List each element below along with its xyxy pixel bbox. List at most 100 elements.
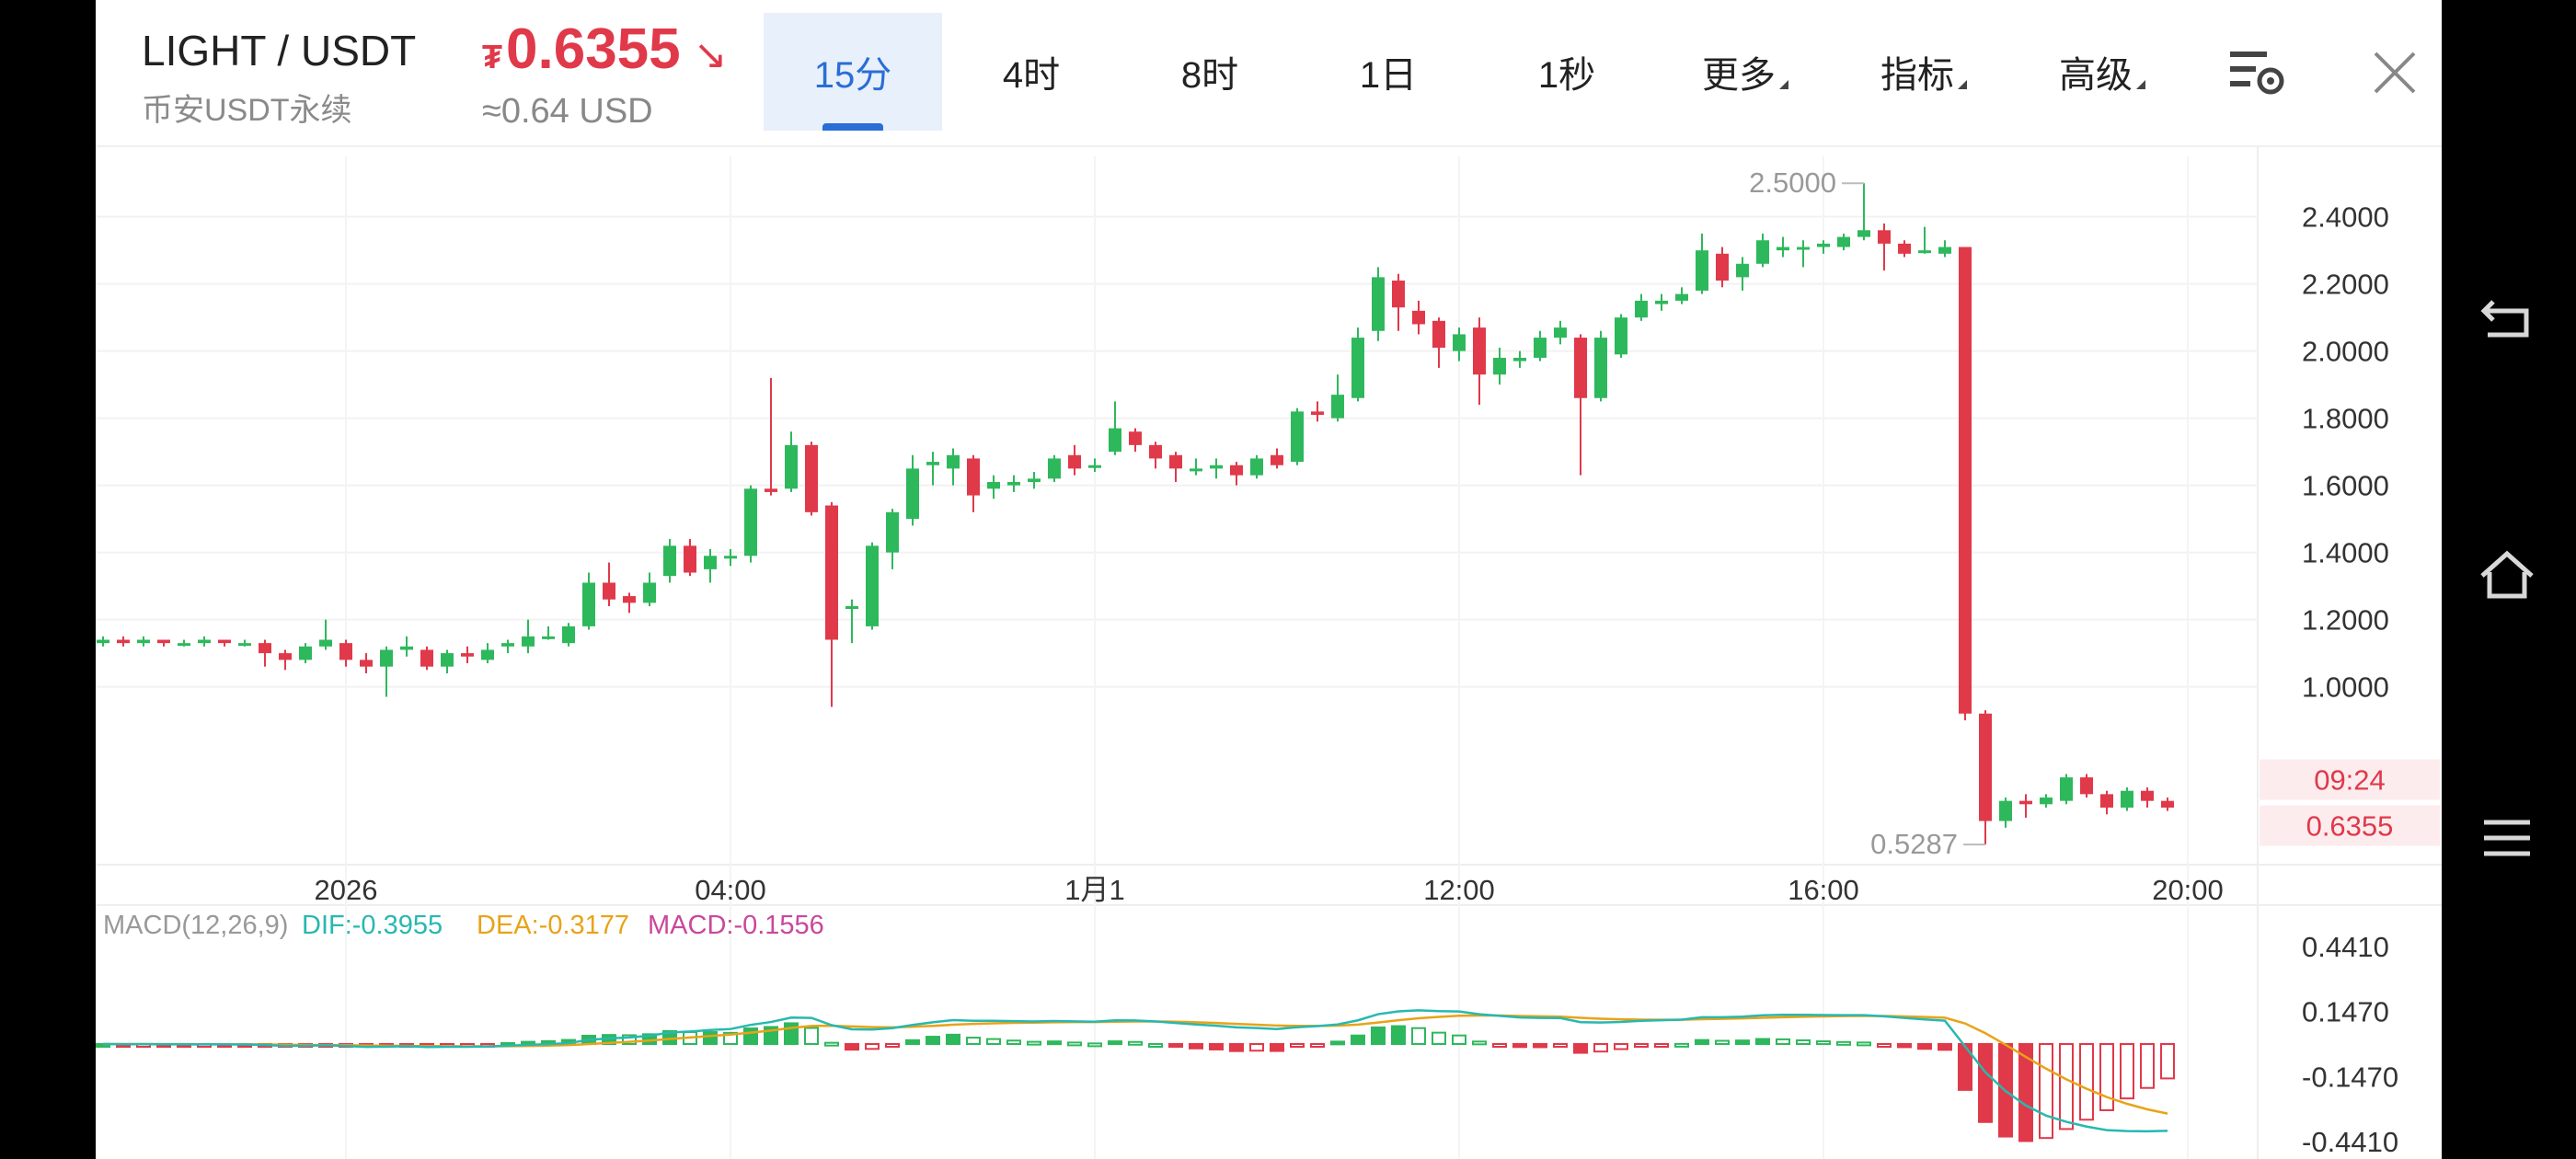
candle-body: [1129, 431, 1142, 445]
macd-bar: [1330, 1040, 1345, 1046]
exchange-name: 币安USDT永续: [142, 93, 352, 128]
candle-body: [441, 653, 454, 667]
grid: [96, 147, 2442, 1159]
approx-usd: ≈0.64 USD: [482, 92, 653, 131]
last-price: ₮0.6355 ↘: [482, 17, 728, 82]
macd-bar: [2099, 1043, 2114, 1111]
candle-body: [481, 649, 494, 660]
candlestick-chart[interactable]: 2.4000 2.2000 2.0000 1.8000 1.6000 1.4000 1.20…: [96, 147, 2442, 1159]
candle-body: [1615, 317, 1627, 355]
candle-body: [562, 625, 575, 644]
menu-icon[interactable]: [2475, 806, 2539, 870]
tab-15m[interactable]: 15分: [764, 13, 942, 131]
macd-bar: [1432, 1031, 1446, 1045]
countdown-tag: [2260, 759, 2440, 800]
candle-body: [1351, 338, 1364, 398]
macd-bar: [1067, 1041, 1082, 1047]
macd-tick: -0.1470: [2302, 1061, 2398, 1093]
candle-body: [1210, 465, 1223, 469]
candle-body: [663, 545, 676, 577]
candle-body: [1493, 357, 1506, 375]
price-tick: 1.4000: [2302, 537, 2389, 569]
candle-body: [1230, 465, 1243, 476]
tab-label: 8时: [1180, 55, 1239, 96]
dif-label: DIF:-0.3955: [302, 911, 443, 940]
dropdown-corner-icon: [2136, 80, 2145, 89]
tab-label: 高级: [2059, 55, 2133, 96]
macd-bar: [2059, 1043, 2074, 1130]
macd-bar: [824, 1041, 839, 1047]
candle-body: [2040, 798, 2053, 805]
candle-body: [1878, 230, 1891, 244]
candle-body: [2141, 790, 2154, 801]
candle-body: [805, 444, 818, 512]
candle-body: [1736, 263, 1749, 278]
macd-bar: [1148, 1042, 1163, 1048]
macd-bar: [1917, 1043, 1932, 1050]
candle-body: [785, 444, 798, 489]
candle-body: [704, 556, 717, 569]
candle-body: [684, 545, 696, 573]
price-tags: 09:24 0.6355: [2260, 759, 2440, 846]
tab-label: 更多: [1702, 55, 1776, 96]
candle-body: [1453, 334, 1466, 351]
extreme-labels: 2.5000 0.5287: [1749, 166, 1985, 860]
candle-body: [360, 660, 373, 667]
candle-body: [238, 643, 251, 647]
tab-advanced[interactable]: 高级: [2013, 13, 2191, 131]
tab-8h[interactable]: 8时: [1121, 13, 1299, 131]
tab-label: 1秒: [1537, 55, 1596, 96]
macd-bar: [1755, 1038, 1770, 1045]
candle-body: [582, 582, 595, 626]
candle-body: [845, 606, 858, 610]
candle-body: [1311, 411, 1324, 415]
back-icon[interactable]: [2475, 285, 2539, 350]
candle-body: [1938, 247, 1951, 254]
candle-body: [1088, 465, 1101, 468]
macd-bar: [1006, 1039, 1021, 1046]
home-icon[interactable]: [2475, 543, 2539, 607]
candle-body: [400, 646, 413, 650]
dropdown-corner-icon: [1958, 80, 1967, 89]
time-axis: 2026 04:00 1月1 12:00 16:00 20:00: [315, 874, 2224, 906]
price-tick: 2.0000: [2302, 336, 2389, 368]
candle-body: [967, 458, 980, 496]
tab-4h[interactable]: 4时: [942, 13, 1121, 131]
candle-body: [1250, 458, 1263, 476]
macd-bar: [1796, 1039, 1811, 1046]
candle-body: [279, 653, 292, 660]
macd-bar: [1897, 1043, 1912, 1049]
candle-body: [542, 636, 555, 639]
time-tick: 2026: [315, 874, 378, 906]
tab-1s[interactable]: 1秒: [1478, 13, 1656, 131]
tab-indicators[interactable]: 指标: [1834, 13, 2013, 131]
chart-settings-icon[interactable]: [2225, 40, 2289, 105]
macd-bar: [926, 1036, 940, 1045]
tab-more[interactable]: 更多: [1656, 13, 1834, 131]
header: LIGHT / USDT 币安USDT永续 ₮0.6355 ↘ ≈0.64 USD…: [96, 0, 2442, 147]
tab-label: 1日: [1359, 55, 1418, 96]
candle-body: [137, 639, 150, 644]
macd-tick: 0.4410: [2302, 931, 2389, 963]
price-tick: 1.6000: [2302, 470, 2389, 502]
candle-body: [1007, 481, 1020, 486]
macd-bar: [1776, 1038, 1790, 1046]
candle-body: [2019, 800, 2032, 805]
macd-tick: 0.1470: [2302, 996, 2389, 1028]
macd-bar: [1027, 1040, 1041, 1046]
candle-body: [1291, 411, 1304, 463]
candle-body: [1918, 250, 1931, 254]
close-icon[interactable]: [2363, 40, 2427, 105]
candle-body: [643, 582, 656, 603]
candle-body: [623, 596, 636, 603]
candle-body: [1898, 243, 1911, 254]
macd-bar: [1411, 1027, 1426, 1045]
pair-name[interactable]: LIGHT / USDT: [142, 27, 417, 75]
tab-1d[interactable]: 1日: [1299, 13, 1478, 131]
macd-bar: [2140, 1043, 2155, 1089]
dropdown-corner-icon: [1779, 80, 1788, 89]
candle-body: [1999, 800, 2012, 821]
candle-body: [1675, 293, 1688, 301]
candle-body: [1190, 468, 1202, 472]
candle-body: [886, 511, 899, 553]
